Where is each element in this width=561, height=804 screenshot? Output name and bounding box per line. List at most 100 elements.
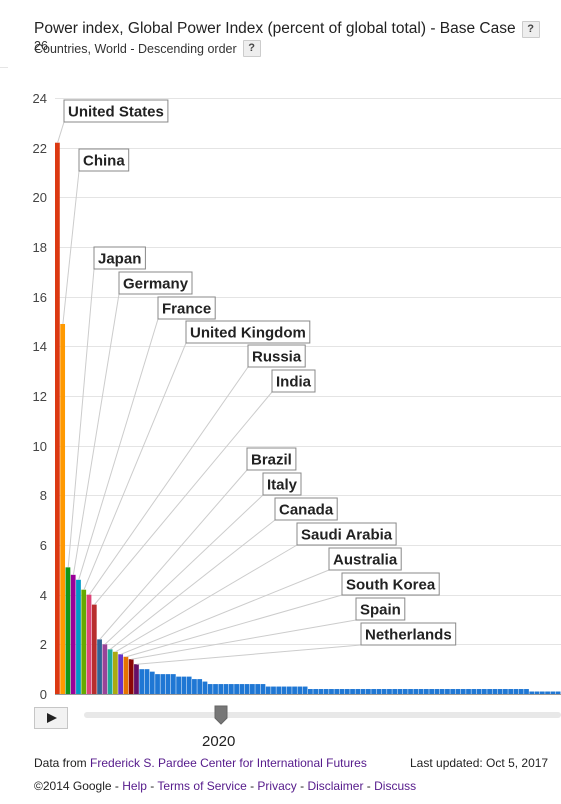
callout-box (274, 497, 338, 521)
y-tick-label: 22 (33, 141, 47, 156)
disclaimer-link[interactable]: Disclaimer (307, 779, 364, 793)
bar (539, 691, 545, 694)
subtitle-row: Countries, World - Descending order ? (34, 40, 561, 57)
bar (334, 689, 340, 694)
bar (144, 669, 150, 694)
y-tick-label: 6 (40, 538, 47, 553)
subtitle-help-button[interactable]: ? (242, 40, 261, 57)
bar (213, 684, 218, 694)
bar (318, 689, 324, 694)
bar (107, 649, 113, 694)
bar (503, 689, 508, 694)
bar (281, 686, 287, 694)
bar (149, 671, 155, 694)
bar (60, 323, 66, 694)
leader-line (120, 569, 330, 655)
title-row: Power index, Global Power Index (percent… (34, 20, 561, 38)
y-tick-label: 18 (33, 240, 47, 255)
chart-subtitle: Countries, World - Descending order (34, 41, 237, 56)
bar (339, 689, 345, 694)
y-tick-label: 20 (33, 190, 47, 205)
country-label: Germany (123, 276, 189, 293)
bar (481, 689, 487, 694)
country-label: Russia (252, 349, 302, 366)
bar (360, 689, 366, 694)
time-slider-thumb[interactable] (214, 705, 228, 725)
country-label: Brazil (251, 452, 292, 469)
bar (476, 689, 482, 694)
leader-line (109, 519, 276, 650)
play-icon (47, 713, 57, 723)
bar (418, 689, 424, 694)
chart-header: Power index, Global Power Index (percent… (34, 20, 561, 57)
country-label: China (83, 153, 125, 170)
country-label: France (162, 301, 211, 318)
bar (534, 691, 540, 694)
bar (402, 689, 408, 694)
leader-line (78, 318, 159, 580)
leader-line (88, 366, 249, 595)
bar (55, 142, 60, 694)
title-help-button[interactable]: ? (521, 20, 540, 38)
bar (223, 684, 229, 694)
country-label: South Korea (346, 577, 436, 594)
bar (487, 689, 492, 694)
privacy-link[interactable]: Privacy (257, 779, 297, 793)
bar (555, 691, 561, 694)
bar (429, 689, 434, 694)
country-label: Canada (279, 502, 334, 519)
country-label: United Kingdom (190, 325, 306, 342)
play-button[interactable] (34, 707, 68, 729)
country-label: Spain (360, 602, 401, 619)
callout-box (271, 369, 316, 393)
leader-line (136, 644, 362, 665)
left-edge-rule (0, 67, 8, 68)
source-link[interactable]: Frederick S. Pardee Center for Internati… (90, 756, 367, 770)
help-link[interactable]: Help (122, 779, 147, 793)
bar (387, 689, 392, 694)
playback-controls: 2020 (0, 705, 561, 750)
bar (492, 689, 498, 694)
bar (323, 689, 329, 694)
bar (365, 689, 371, 694)
bar (81, 589, 87, 694)
bar (371, 689, 377, 694)
callout-box (296, 522, 397, 546)
bar (381, 689, 387, 694)
bar (70, 574, 76, 694)
bar (445, 689, 450, 694)
y-axis-max-label: 26 (34, 39, 48, 53)
y-tick-label: 24 (33, 91, 47, 106)
callout-labels: United States China Japan Germany France Unit… (63, 99, 457, 646)
callout-box (157, 296, 216, 320)
bar (176, 676, 181, 694)
bar (450, 689, 456, 694)
bar (128, 659, 134, 694)
bar (524, 689, 529, 694)
discuss-link[interactable]: Discuss (374, 779, 417, 793)
bar (471, 689, 477, 694)
bar (513, 689, 519, 694)
leader-lines (57, 121, 362, 665)
bar (497, 689, 503, 694)
time-slider-track[interactable] (84, 712, 561, 718)
bar (76, 579, 81, 694)
data-from-prefix: Data from (34, 756, 87, 770)
callout-box (355, 597, 406, 621)
y-tick-label: 10 (33, 439, 47, 454)
bar (244, 684, 250, 694)
callout-box (360, 622, 457, 646)
leader-line (67, 268, 95, 568)
bar (308, 689, 313, 694)
bar (397, 689, 403, 694)
bar (313, 689, 319, 694)
bar (118, 654, 124, 694)
bar (65, 567, 71, 694)
callout-box (262, 472, 302, 496)
leader-line (94, 391, 273, 605)
bar (439, 689, 445, 694)
bar (134, 664, 139, 694)
terms-link[interactable]: Terms of Service (157, 779, 247, 793)
callout-box (118, 271, 193, 295)
